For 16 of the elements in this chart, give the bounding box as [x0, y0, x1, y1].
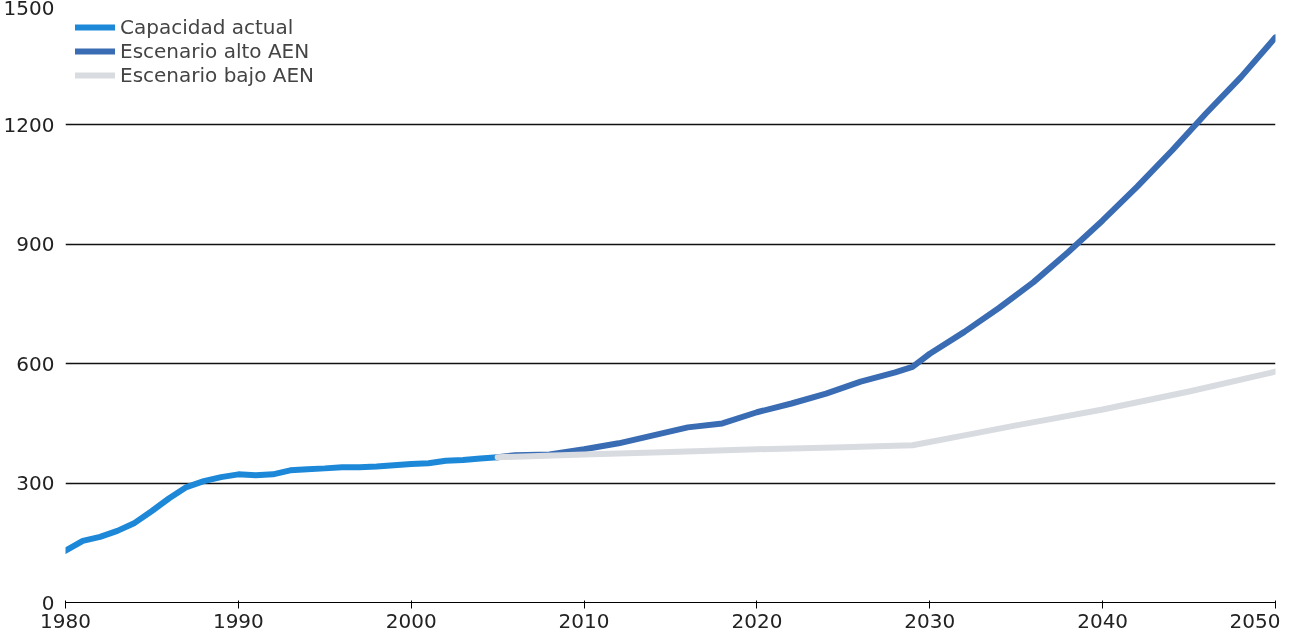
legend-label: Escenario alto AEN: [120, 39, 310, 63]
x-tick-label: 2030: [904, 608, 956, 633]
y-tick-label: 1500: [3, 0, 55, 20]
x-tick-label: 2040: [1077, 608, 1129, 633]
x-tick-label: 2000: [385, 608, 437, 633]
y-tick-label: 0: [41, 590, 55, 615]
y-tick-label: 600: [16, 351, 55, 376]
legend-label: Escenario bajo AEN: [120, 63, 315, 87]
x-tick-label: 2020: [731, 608, 783, 633]
x-tick-label: 1990: [212, 608, 264, 633]
y-tick-label: 1200: [3, 112, 55, 137]
x-tick-label: 2050: [1229, 608, 1281, 633]
legend-label: Capacidad actual: [120, 15, 294, 39]
x-tick-label: 2010: [558, 608, 610, 633]
y-tick-label: 900: [16, 232, 55, 257]
y-tick-label: 300: [16, 471, 55, 496]
